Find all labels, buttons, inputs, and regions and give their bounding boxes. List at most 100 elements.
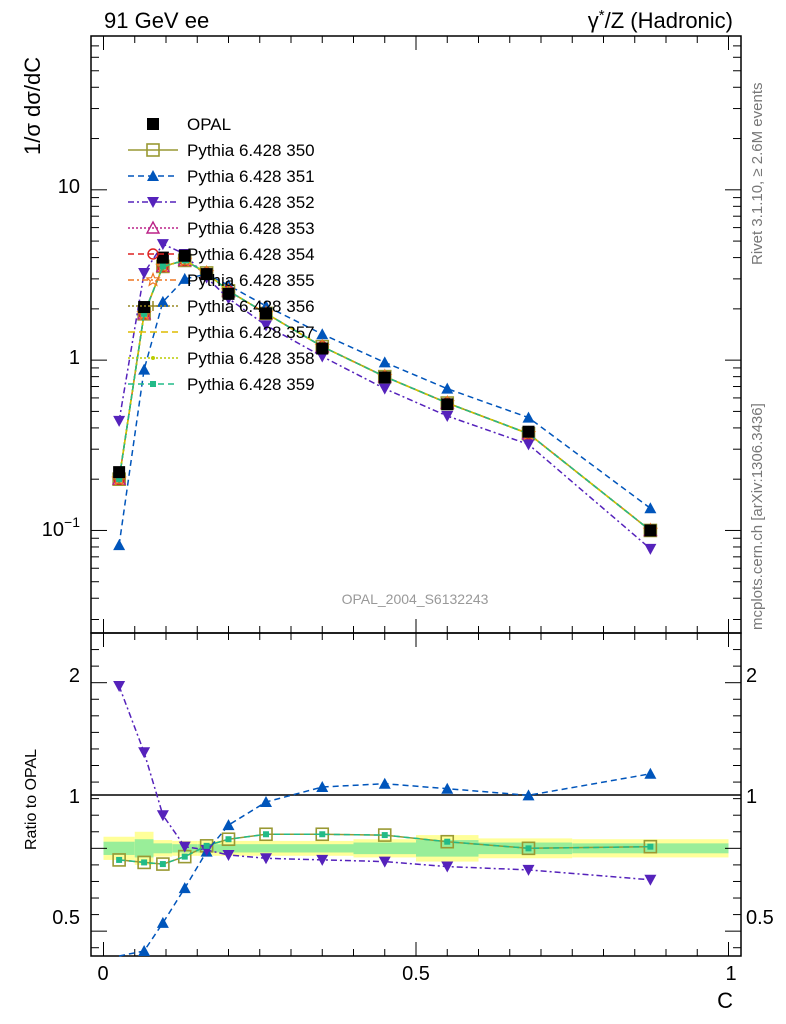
data-point xyxy=(113,466,126,479)
legend-label: Pythia 6.428 357 xyxy=(187,323,315,342)
data-point xyxy=(316,781,329,793)
data-point xyxy=(441,782,454,794)
data-point xyxy=(440,834,455,849)
data-point xyxy=(260,320,272,332)
legend-label: Pythia 6.428 356 xyxy=(187,297,315,316)
data-point xyxy=(113,539,126,551)
data-point xyxy=(319,831,326,838)
legend-marker xyxy=(150,381,156,387)
mcplots-label: mcplots.cern.ch [arXiv:1306.3436] xyxy=(749,403,766,630)
data-point xyxy=(522,864,535,876)
data-point xyxy=(260,795,272,807)
uncertainty-band-inner xyxy=(134,839,154,858)
data-point xyxy=(113,415,126,427)
data-point xyxy=(181,853,188,860)
legend-label: Pythia 6.428 354 xyxy=(187,245,315,264)
data-point xyxy=(156,295,169,307)
legend-label: Pythia 6.428 351 xyxy=(187,167,315,186)
data-point xyxy=(522,789,535,801)
data-point xyxy=(116,856,123,863)
legend-item-pythia-6-428-351: Pythia 6.428 351 xyxy=(128,167,315,186)
data-point xyxy=(156,857,170,871)
main-plot-panel: 1/σ dσ/dC 10 1 10−1 OPAL_2004_S6132243 O… xyxy=(20,35,742,634)
rivet-version-label: Rivet 3.1.10, ≥ 2.6M events xyxy=(749,83,766,266)
legend-marker xyxy=(151,356,155,360)
data-point xyxy=(138,945,151,957)
uncertainty-band-inner xyxy=(241,844,291,853)
data-point xyxy=(222,287,235,300)
legend-label: Pythia 6.428 350 xyxy=(187,141,315,160)
data-point xyxy=(644,502,657,514)
x-axis-label: C xyxy=(717,988,733,1013)
data-point xyxy=(138,267,151,279)
data-point xyxy=(200,268,213,281)
data-point xyxy=(156,239,169,251)
legend-item-pythia-6-428-357: Pythia 6.428 357 xyxy=(128,323,315,342)
series-pythia-6-428-351 xyxy=(118,767,657,957)
legend-marker xyxy=(145,220,161,234)
legend-marker xyxy=(147,248,159,260)
data-point xyxy=(644,543,657,555)
legend-item-opal: OPAL xyxy=(147,115,231,134)
y-tick-label-1: 1 xyxy=(69,347,80,369)
legend-item-pythia-6-428-353: Pythia 6.428 353 xyxy=(128,219,315,238)
main-series-group xyxy=(111,239,659,555)
data-point xyxy=(159,861,166,868)
main-y-axis-label: 1/σ dσ/dC xyxy=(20,57,45,155)
legend-label: Pythia 6.428 358 xyxy=(187,349,315,368)
data-point xyxy=(156,916,169,928)
ratio-series-group xyxy=(112,681,658,957)
data-point xyxy=(178,882,191,894)
legend-label: Pythia 6.428 353 xyxy=(187,219,315,238)
legend-label: Pythia 6.428 355 xyxy=(187,271,315,290)
y-tick-label-10: 10 xyxy=(58,176,80,198)
legend-label: Pythia 6.428 359 xyxy=(187,375,315,394)
data-point xyxy=(378,371,391,384)
data-point xyxy=(525,845,532,852)
ratio-y-tick-label-2-right: 2 xyxy=(746,665,757,687)
series-line xyxy=(118,259,651,532)
ratio-y-tick-label-1-right: 1 xyxy=(746,786,757,808)
legend-item-pythia-6-428-352: Pythia 6.428 352 xyxy=(128,193,315,212)
uncertainty-band-inner xyxy=(153,843,173,854)
data-point xyxy=(647,843,654,850)
ratio-y-tick-label-2: 2 xyxy=(69,665,80,687)
series-line xyxy=(118,273,651,546)
legend-item-pythia-6-428-355: Pythia 6.428 355 xyxy=(128,271,315,290)
uncertainty-band-inner xyxy=(353,842,416,855)
ratio-axis-ticks xyxy=(91,633,741,956)
data-point xyxy=(444,838,451,845)
ratio-y-tick-label-0.5: 0.5 xyxy=(52,907,80,929)
data-point xyxy=(316,342,329,355)
legend-item-pythia-6-428-358: Pythia 6.428 358 xyxy=(128,349,315,368)
ratio-y-tick-label-0.5-right: 0.5 xyxy=(746,907,774,929)
legend-item-pythia-6-428-350: Pythia 6.428 350 xyxy=(128,141,315,160)
data-point xyxy=(138,363,151,375)
data-point xyxy=(159,263,166,270)
data-point xyxy=(116,476,123,483)
series-opal xyxy=(113,249,657,537)
data-point xyxy=(522,411,535,423)
data-point xyxy=(644,524,657,537)
legend-marker xyxy=(147,170,159,181)
legend-item-pythia-6-428-354: Pythia 6.428 354 xyxy=(128,245,315,264)
legend-label: Pythia 6.428 352 xyxy=(187,193,315,212)
legend-marker xyxy=(145,271,161,287)
data-point xyxy=(378,356,391,368)
data-point xyxy=(522,425,535,438)
series-pythia-6-428-359 xyxy=(116,831,654,868)
data-point xyxy=(263,831,269,838)
data-point xyxy=(441,382,454,394)
legend-marker xyxy=(146,143,160,157)
data-point xyxy=(141,859,148,866)
data-point xyxy=(178,272,191,284)
data-point xyxy=(222,819,235,831)
legend-item-pythia-6-428-356: Pythia 6.428 356 xyxy=(128,297,315,316)
data-point xyxy=(381,832,388,839)
data-point xyxy=(113,681,126,693)
legend-item-pythia-6-428-359: Pythia 6.428 359 xyxy=(128,375,315,394)
ratio-y-axis-label: Ratio to OPAL xyxy=(23,749,40,850)
ratio-y-tick-label-1: 1 xyxy=(69,786,80,808)
data-point xyxy=(316,854,329,866)
